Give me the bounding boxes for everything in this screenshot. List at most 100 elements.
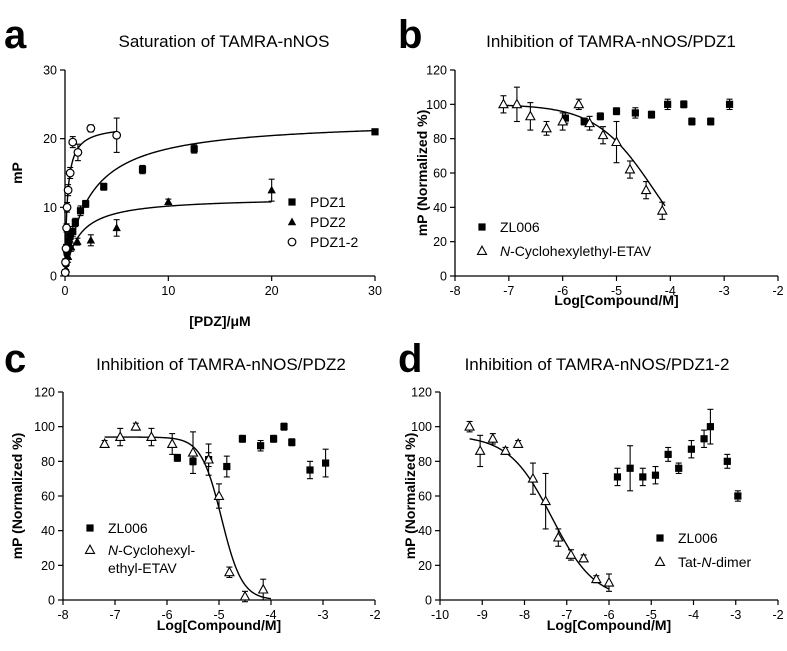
data-point — [112, 130, 122, 140]
data-point — [267, 185, 276, 194]
y-tick-label: 100 — [411, 420, 432, 434]
legend-marker — [656, 534, 664, 542]
data-point — [130, 420, 142, 431]
data-point — [527, 472, 539, 483]
legend-label: N-Cyclohexylethyl-ETAV — [500, 243, 652, 259]
data-point — [62, 223, 71, 233]
data-point — [651, 471, 660, 479]
data-point — [306, 466, 314, 474]
panel-letter: b — [398, 13, 422, 57]
data-point — [100, 183, 108, 191]
data-point — [257, 442, 265, 450]
chart-title: Inhibition of TAMRA-nNOS/PDZ1-2 — [465, 355, 730, 374]
data-point — [707, 117, 715, 126]
x-tick-label: 0 — [62, 284, 69, 298]
y-tick-label: 20 — [433, 235, 447, 249]
data-point — [190, 145, 198, 153]
data-point — [280, 423, 288, 431]
y-tick-label: 10 — [43, 201, 57, 215]
data-point — [603, 576, 615, 587]
x-axis-label: [PDZ]/μM — [189, 313, 250, 329]
y-tick-label: 100 — [34, 420, 55, 434]
panel-letter: d — [398, 337, 422, 381]
legend-marker — [654, 556, 666, 566]
y-tick-label: 120 — [34, 386, 55, 400]
data-point — [145, 431, 157, 442]
data-point — [597, 129, 609, 140]
y-tick-label: 100 — [426, 98, 447, 112]
y-tick-label: 40 — [433, 201, 447, 215]
data-point — [552, 531, 564, 542]
data-point — [213, 490, 225, 500]
legend-label: PDZ1-2 — [310, 234, 358, 250]
fit-curve-tat-n-dimer — [469, 438, 610, 590]
legend-label: N-Cyclohexyl- — [108, 542, 195, 558]
chart-title: Saturation of TAMRA-nNOS — [118, 32, 329, 51]
data-point — [557, 115, 569, 126]
panel-letter: c — [4, 337, 26, 381]
data-point — [69, 227, 77, 235]
x-tick-label: -7 — [109, 608, 120, 622]
chart-title: Inhibition of TAMRA-nNOS/PDZ2 — [96, 355, 346, 374]
x-tick-label: -3 — [317, 608, 328, 622]
y-axis-label: mP (Normalized %) — [9, 433, 25, 560]
x-tick-label: -6 — [557, 284, 568, 298]
data-point — [723, 457, 731, 465]
panel-letter: a — [4, 13, 27, 57]
legend-label: ethyl-ETAV — [108, 560, 177, 576]
data-point — [164, 197, 173, 206]
data-point — [60, 268, 70, 277]
data-point — [270, 435, 278, 443]
y-tick-label: 20 — [41, 559, 55, 573]
chart-title: Inhibition of TAMRA-nNOS/PDZ1 — [486, 32, 736, 51]
x-tick-label: -3 — [730, 608, 741, 622]
data-point — [680, 100, 688, 108]
data-point — [61, 244, 71, 253]
legend-marker — [86, 524, 94, 532]
data-point — [725, 100, 734, 108]
x-tick-label: -6 — [161, 608, 172, 622]
data-point — [238, 435, 246, 443]
y-tick-label: 20 — [418, 559, 432, 573]
data-point — [580, 117, 588, 126]
data-point — [573, 98, 585, 109]
chart-panel-c: c Inhibition of TAMRA-nNOS/PDZ2 0 20 40 60 80 1… — [4, 337, 381, 633]
y-tick-label: 60 — [41, 490, 55, 504]
fit-curve-n-cyclohexyl--ethyl-etav — [104, 436, 272, 600]
data-point — [371, 128, 379, 136]
legend-marker — [287, 237, 297, 247]
data-point — [540, 495, 552, 506]
data-point — [700, 435, 708, 443]
data-point — [487, 432, 499, 443]
y-tick-label: 0 — [440, 270, 447, 284]
data-point — [68, 137, 78, 147]
data-point — [734, 492, 742, 500]
data-point — [223, 462, 231, 471]
data-point — [706, 423, 714, 431]
data-point — [464, 420, 476, 431]
data-point — [626, 464, 634, 472]
data-point — [664, 100, 672, 108]
y-tick-label: 0 — [50, 270, 57, 284]
y-axis-label: mP (Normalized %) — [402, 433, 418, 560]
chart-panel-d: d Inhibition of TAMRA-nNOS/PDZ1-2 0 20 40 60 8… — [398, 337, 784, 633]
data-point — [541, 122, 552, 133]
legend-marker — [287, 217, 297, 226]
legend-marker — [476, 245, 488, 255]
x-tick-label: -4 — [688, 608, 699, 622]
data-point — [203, 453, 215, 464]
data-point — [138, 165, 147, 174]
legend-marker — [478, 223, 486, 231]
data-point — [99, 438, 111, 448]
x-axis-label: Log[Compound/M] — [157, 617, 281, 633]
data-point — [71, 218, 79, 227]
x-tick-label: -9 — [477, 608, 488, 622]
data-point — [511, 98, 523, 109]
y-tick-label: 60 — [433, 167, 447, 181]
data-point — [112, 223, 121, 232]
y-tick-label: 0 — [425, 594, 432, 608]
x-tick-label: -10 — [431, 608, 449, 622]
data-point — [565, 548, 577, 559]
x-tick-label: -8 — [57, 608, 68, 622]
data-point — [187, 446, 199, 457]
